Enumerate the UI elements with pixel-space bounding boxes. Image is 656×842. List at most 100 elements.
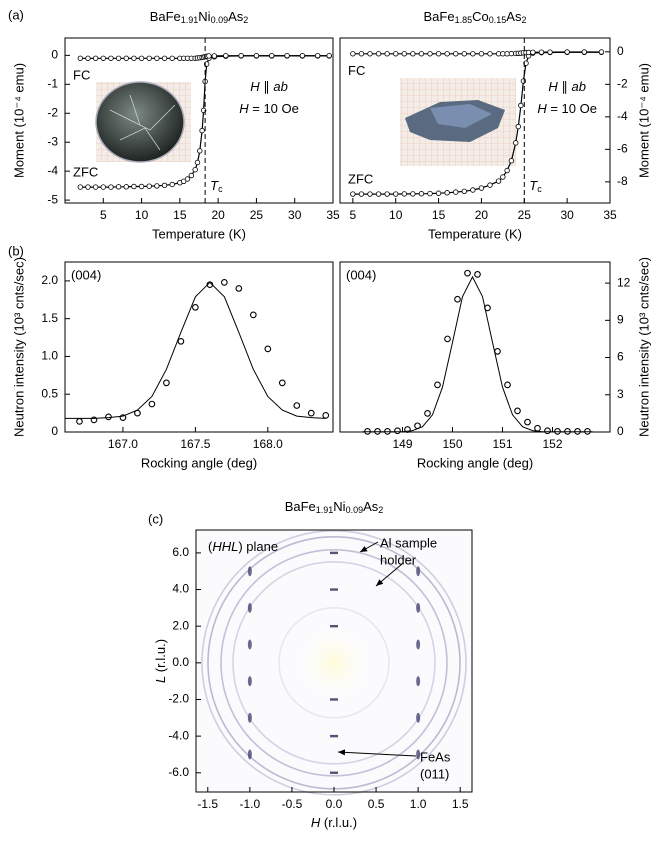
data-point bbox=[123, 55, 129, 61]
data-point bbox=[495, 178, 502, 184]
tc-label: Tc bbox=[210, 178, 223, 194]
y-tick-label: -2.0 bbox=[168, 692, 189, 706]
bragg-spot bbox=[247, 602, 252, 613]
series-label: FC bbox=[73, 68, 90, 83]
sample-photo bbox=[400, 78, 516, 166]
data-point bbox=[520, 78, 527, 84]
data-point bbox=[367, 191, 373, 197]
data-point bbox=[453, 189, 459, 195]
data-point bbox=[223, 52, 229, 59]
x-tick-label: 25 bbox=[518, 208, 532, 222]
panel-label: (a) bbox=[8, 7, 24, 22]
x-axis-label: H (r.l.u.) bbox=[311, 815, 357, 830]
data-point bbox=[146, 183, 152, 189]
y-tick-label: -2 bbox=[47, 105, 58, 119]
series-label: ZFC bbox=[73, 165, 98, 180]
data-point bbox=[169, 181, 175, 188]
data-point bbox=[384, 191, 390, 197]
panel-label: (c) bbox=[148, 511, 163, 526]
data-point bbox=[115, 55, 122, 61]
data-point bbox=[197, 148, 203, 154]
bragg-spot bbox=[247, 712, 252, 723]
x-tick-label: 15 bbox=[432, 208, 446, 222]
powder-ring bbox=[232, 561, 436, 765]
data-point bbox=[523, 60, 529, 66]
y-tick-label: -2 bbox=[617, 77, 628, 91]
data-point bbox=[474, 271, 481, 278]
data-point bbox=[77, 55, 84, 61]
plot-frame bbox=[339, 37, 611, 204]
data-point bbox=[470, 51, 476, 57]
bragg-spot bbox=[330, 588, 338, 591]
chart-title: BaFe1.91Ni0.09As2 bbox=[150, 9, 249, 25]
data-point bbox=[77, 184, 84, 190]
y-tick-label: 0.5 bbox=[41, 386, 58, 400]
annotation: (004) bbox=[346, 267, 376, 282]
y-tick-label: 0 bbox=[51, 424, 58, 438]
x-tick-label: -1.5 bbox=[197, 797, 218, 811]
x-tick-label: 168.0 bbox=[253, 437, 283, 451]
x-tick-label: 15 bbox=[173, 208, 187, 222]
data-point bbox=[188, 172, 195, 179]
data-point bbox=[249, 311, 257, 319]
y-tick-label: 0 bbox=[617, 424, 624, 438]
annotation: H = 10 Oe bbox=[239, 101, 299, 116]
data-point bbox=[194, 159, 201, 166]
data-point bbox=[538, 49, 545, 55]
annotation: (011) bbox=[420, 766, 449, 781]
data-point bbox=[358, 51, 365, 57]
x-tick-label: 5 bbox=[350, 208, 357, 222]
y-tick-label: 0.0 bbox=[172, 655, 189, 669]
bragg-spot bbox=[330, 771, 338, 774]
y-tick-label: 12 bbox=[617, 275, 631, 289]
y-tick-label: 6 bbox=[617, 350, 624, 364]
annotation: (HHL) plane bbox=[208, 539, 278, 554]
chart: 149 150 151 152 0 3 6 9 12 Rocking angle (deg) Neu… bbox=[339, 257, 651, 470]
data-point bbox=[161, 55, 168, 61]
data-point bbox=[581, 49, 587, 55]
powder-ring bbox=[278, 607, 390, 719]
x-tick-label: 167.5 bbox=[180, 437, 210, 451]
data-point bbox=[131, 183, 137, 190]
data-point bbox=[367, 51, 373, 57]
data-point bbox=[358, 191, 365, 197]
data-point bbox=[199, 127, 205, 134]
data-point bbox=[410, 51, 416, 57]
bragg-spot bbox=[416, 712, 421, 723]
data-point bbox=[384, 51, 390, 57]
y-axis-label: Moment (10⁻⁴ emu) bbox=[11, 63, 26, 178]
data-point bbox=[192, 303, 199, 311]
data-point bbox=[504, 167, 510, 174]
data-point bbox=[138, 55, 145, 61]
annotation: H ∥ ab bbox=[250, 79, 288, 94]
x-tick-label: 1.5 bbox=[452, 797, 469, 811]
data-point bbox=[307, 409, 315, 417]
y-tick-label: -1 bbox=[47, 76, 58, 90]
data-point bbox=[154, 55, 160, 61]
data-point bbox=[269, 52, 275, 59]
y-tick-label: 6.0 bbox=[172, 545, 189, 559]
y-tick-label: -4 bbox=[47, 163, 58, 177]
x-tick-label: 25 bbox=[250, 208, 264, 222]
y-tick-label: -6 bbox=[617, 142, 628, 156]
data-point bbox=[410, 191, 416, 197]
data-point bbox=[350, 51, 356, 57]
series-label: ZFC bbox=[348, 171, 373, 186]
data-point bbox=[394, 427, 401, 435]
y-tick-label: -6.0 bbox=[168, 765, 189, 779]
y-axis-label: Neutron intensity (10³ cnts/sec) bbox=[11, 257, 26, 437]
y-tick-label: -3 bbox=[47, 134, 58, 148]
chart: 5 10 15 20 25 30 35 0 -2 -4 -6 -8 Temperature (K) Mom… bbox=[339, 9, 651, 241]
data-point bbox=[108, 55, 114, 61]
data-point bbox=[454, 295, 461, 303]
data-point bbox=[138, 183, 145, 190]
fit-line bbox=[362, 275, 593, 433]
y-axis-label: L (r.l.u.) bbox=[153, 639, 168, 683]
data-point bbox=[534, 424, 541, 432]
data-point bbox=[131, 55, 137, 61]
powder-ring bbox=[201, 530, 467, 796]
data-point bbox=[393, 51, 399, 57]
data-point bbox=[184, 176, 191, 182]
